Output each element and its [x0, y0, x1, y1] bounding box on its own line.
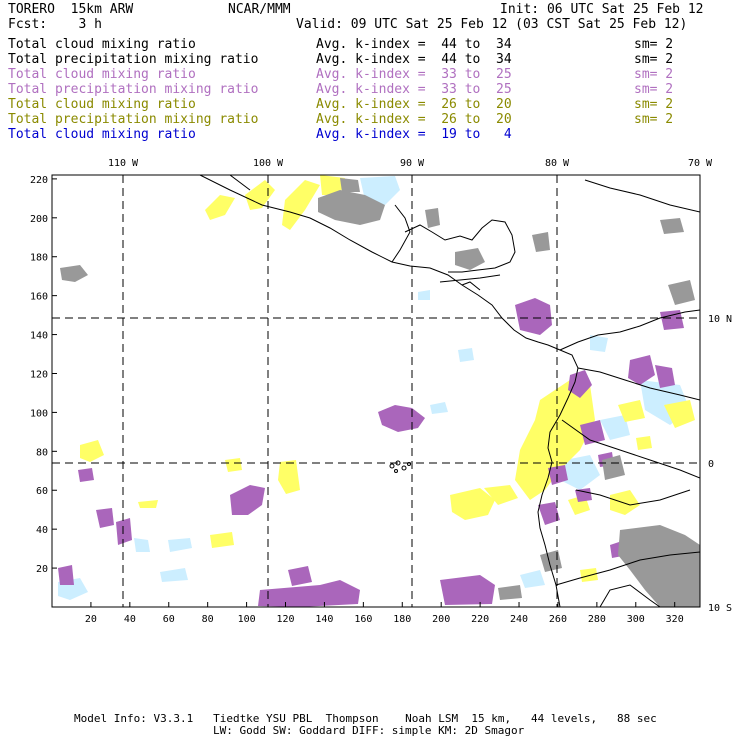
legend-field: Total cloud mixing ratio — [8, 97, 196, 112]
legend-field: Total cloud mixing ratio — [8, 127, 196, 142]
legend-row: Total cloud mixing ratio Avg. k-index = … — [8, 67, 733, 82]
lon-label: 80 W — [545, 158, 570, 169]
y-tick-label: 180 — [30, 253, 48, 264]
model-info-line2: LW: Godd SW: Goddard DIFF: simple KM: 2D… — [213, 724, 525, 737]
legend-field: Total cloud mixing ratio — [8, 67, 196, 82]
legend-row: Total cloud mixing ratio Avg. k-index = … — [8, 97, 733, 112]
x-tick-label: 80 — [202, 614, 214, 625]
legend-smoothing: sm= 2 — [634, 112, 674, 127]
forecast-hour: Fcst: 3 h — [8, 17, 102, 32]
model-title: TORERO 15km ARW — [8, 2, 134, 17]
legend-index: Avg. k-index = 19 to 4 — [316, 127, 512, 142]
x-tick-label: 300 — [627, 614, 645, 625]
legend-smoothing: sm= 2 — [634, 82, 674, 97]
y-tick-label: 140 — [30, 331, 48, 342]
lon-label: 90 W — [400, 158, 425, 169]
legend-field: Total precipitation mixing ratio — [8, 52, 259, 67]
y-tick-label: 120 — [30, 369, 48, 380]
legend-field: Total precipitation mixing ratio — [8, 112, 259, 127]
model-info-line1: Model Info: V3.3.1 Tiedtke YSU PBL Thomp… — [74, 712, 657, 725]
legend-smoothing: sm= 2 — [634, 67, 674, 82]
legend-index: Avg. k-index = 33 to 25 — [316, 82, 512, 97]
legend-row: Total cloud mixing ratio Avg. k-index = … — [8, 127, 733, 142]
lon-label: 70 W — [688, 158, 713, 169]
x-tick-label: 100 — [238, 614, 256, 625]
legend-row: Total precipitation mixing ratio Avg. k-… — [8, 112, 733, 127]
lat-label: 0 — [708, 459, 714, 470]
y-tick-label: 200 — [30, 214, 48, 225]
valid-time: Valid: 09 UTC Sat 25 Feb 12 (03 CST Sat … — [296, 17, 688, 32]
x-tick-label: 60 — [163, 614, 175, 625]
x-tick-label: 140 — [315, 614, 333, 625]
latlon-grid — [52, 175, 700, 607]
y-axis-ticks: 20 40 60 80 100 120 140 160 180 200 220 — [30, 175, 57, 575]
init-time: Init: 06 UTC Sat 25 Feb 12 — [500, 2, 704, 17]
plot-frame — [51, 174, 701, 608]
coastlines — [199, 175, 700, 607]
x-axis-ticks: 20 40 60 80 100 120 140 160 180 200 220 240 260 280 30… — [85, 602, 684, 625]
y-tick-label: 40 — [36, 525, 48, 536]
y-tick-label: 20 — [36, 564, 48, 575]
x-tick-label: 160 — [354, 614, 372, 625]
lon-label: 100 W — [253, 158, 284, 169]
x-tick-label: 220 — [471, 614, 489, 625]
x-tick-label: 40 — [124, 614, 136, 625]
legend-smoothing: sm= 2 — [634, 97, 674, 112]
y-tick-label: 160 — [30, 292, 48, 303]
lat-label: 10 S — [708, 603, 732, 614]
legend-field: Total cloud mixing ratio — [8, 37, 196, 52]
lon-label: 110 W — [108, 158, 139, 169]
legend-index: Avg. k-index = 44 to 34 — [316, 52, 512, 67]
legend-row: Total precipitation mixing ratio Avg. k-… — [8, 82, 733, 97]
lat-label: 10 N — [708, 314, 732, 325]
y-tick-label: 60 — [36, 486, 48, 497]
legend-row: Total cloud mixing ratio Avg. k-index = … — [8, 37, 733, 52]
x-tick-label: 280 — [588, 614, 606, 625]
legend-row: Total precipitation mixing ratio Avg. k-… — [8, 52, 733, 67]
x-tick-label: 200 — [432, 614, 450, 625]
x-tick-label: 240 — [510, 614, 528, 625]
upper-cloud-fill — [60, 178, 700, 607]
x-tick-label: 20 — [85, 614, 97, 625]
mid-low-cloud-fill — [80, 175, 695, 582]
legend-field: Total precipitation mixing ratio — [8, 82, 259, 97]
y-tick-label: 80 — [36, 447, 48, 458]
legend-index: Avg. k-index = 44 to 34 — [316, 37, 512, 52]
legend-index: Avg. k-index = 26 to 20 — [316, 112, 512, 127]
low-cloud-fill — [58, 176, 690, 600]
legend-index: Avg. k-index = 26 to 20 — [316, 97, 512, 112]
mid-cloud-fill — [58, 298, 684, 607]
cloud-fields — [58, 175, 700, 607]
center-label: NCAR/MMM — [228, 2, 291, 17]
legend-smoothing: sm= 2 — [634, 52, 674, 67]
legend-smoothing: sm= 2 — [634, 37, 674, 52]
legend-index: Avg. k-index = 33 to 25 — [316, 67, 512, 82]
x-tick-label: 260 — [549, 614, 567, 625]
x-tick-label: 180 — [393, 614, 411, 625]
y-tick-label: 220 — [30, 175, 48, 186]
x-tick-label: 120 — [276, 614, 294, 625]
y-tick-label: 100 — [30, 408, 48, 419]
x-tick-label: 320 — [666, 614, 684, 625]
